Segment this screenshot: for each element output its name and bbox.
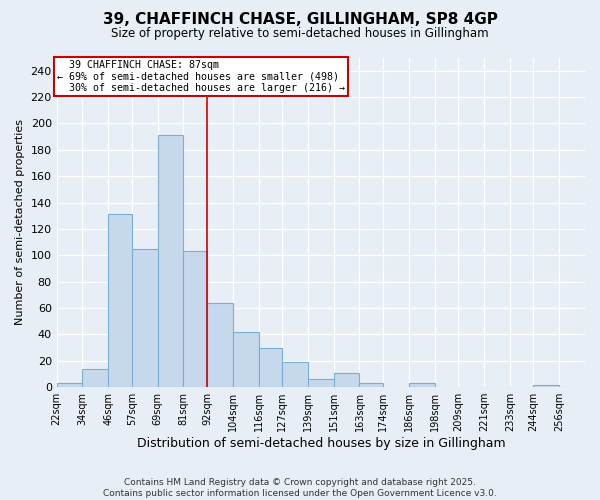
Bar <box>334 372 359 387</box>
Bar <box>282 362 308 387</box>
Text: Contains HM Land Registry data © Crown copyright and database right 2025.
Contai: Contains HM Land Registry data © Crown c… <box>103 478 497 498</box>
Bar <box>158 136 184 387</box>
Bar <box>308 380 334 387</box>
Bar <box>409 384 434 387</box>
Bar <box>132 248 158 387</box>
Bar <box>359 384 383 387</box>
Text: 39, CHAFFINCH CHASE, GILLINGHAM, SP8 4GP: 39, CHAFFINCH CHASE, GILLINGHAM, SP8 4GP <box>103 12 497 28</box>
X-axis label: Distribution of semi-detached houses by size in Gillingham: Distribution of semi-detached houses by … <box>137 437 505 450</box>
Bar <box>207 303 233 387</box>
Text: 39 CHAFFINCH CHASE: 87sqm
← 69% of semi-detached houses are smaller (498)
  30% : 39 CHAFFINCH CHASE: 87sqm ← 69% of semi-… <box>56 60 344 94</box>
Y-axis label: Number of semi-detached properties: Number of semi-detached properties <box>15 120 25 326</box>
Bar <box>82 368 108 387</box>
Bar <box>533 384 559 387</box>
Bar <box>108 214 132 387</box>
Bar <box>259 348 282 387</box>
Bar <box>233 332 259 387</box>
Text: Size of property relative to semi-detached houses in Gillingham: Size of property relative to semi-detach… <box>111 28 489 40</box>
Bar <box>56 384 82 387</box>
Bar <box>184 252 207 387</box>
